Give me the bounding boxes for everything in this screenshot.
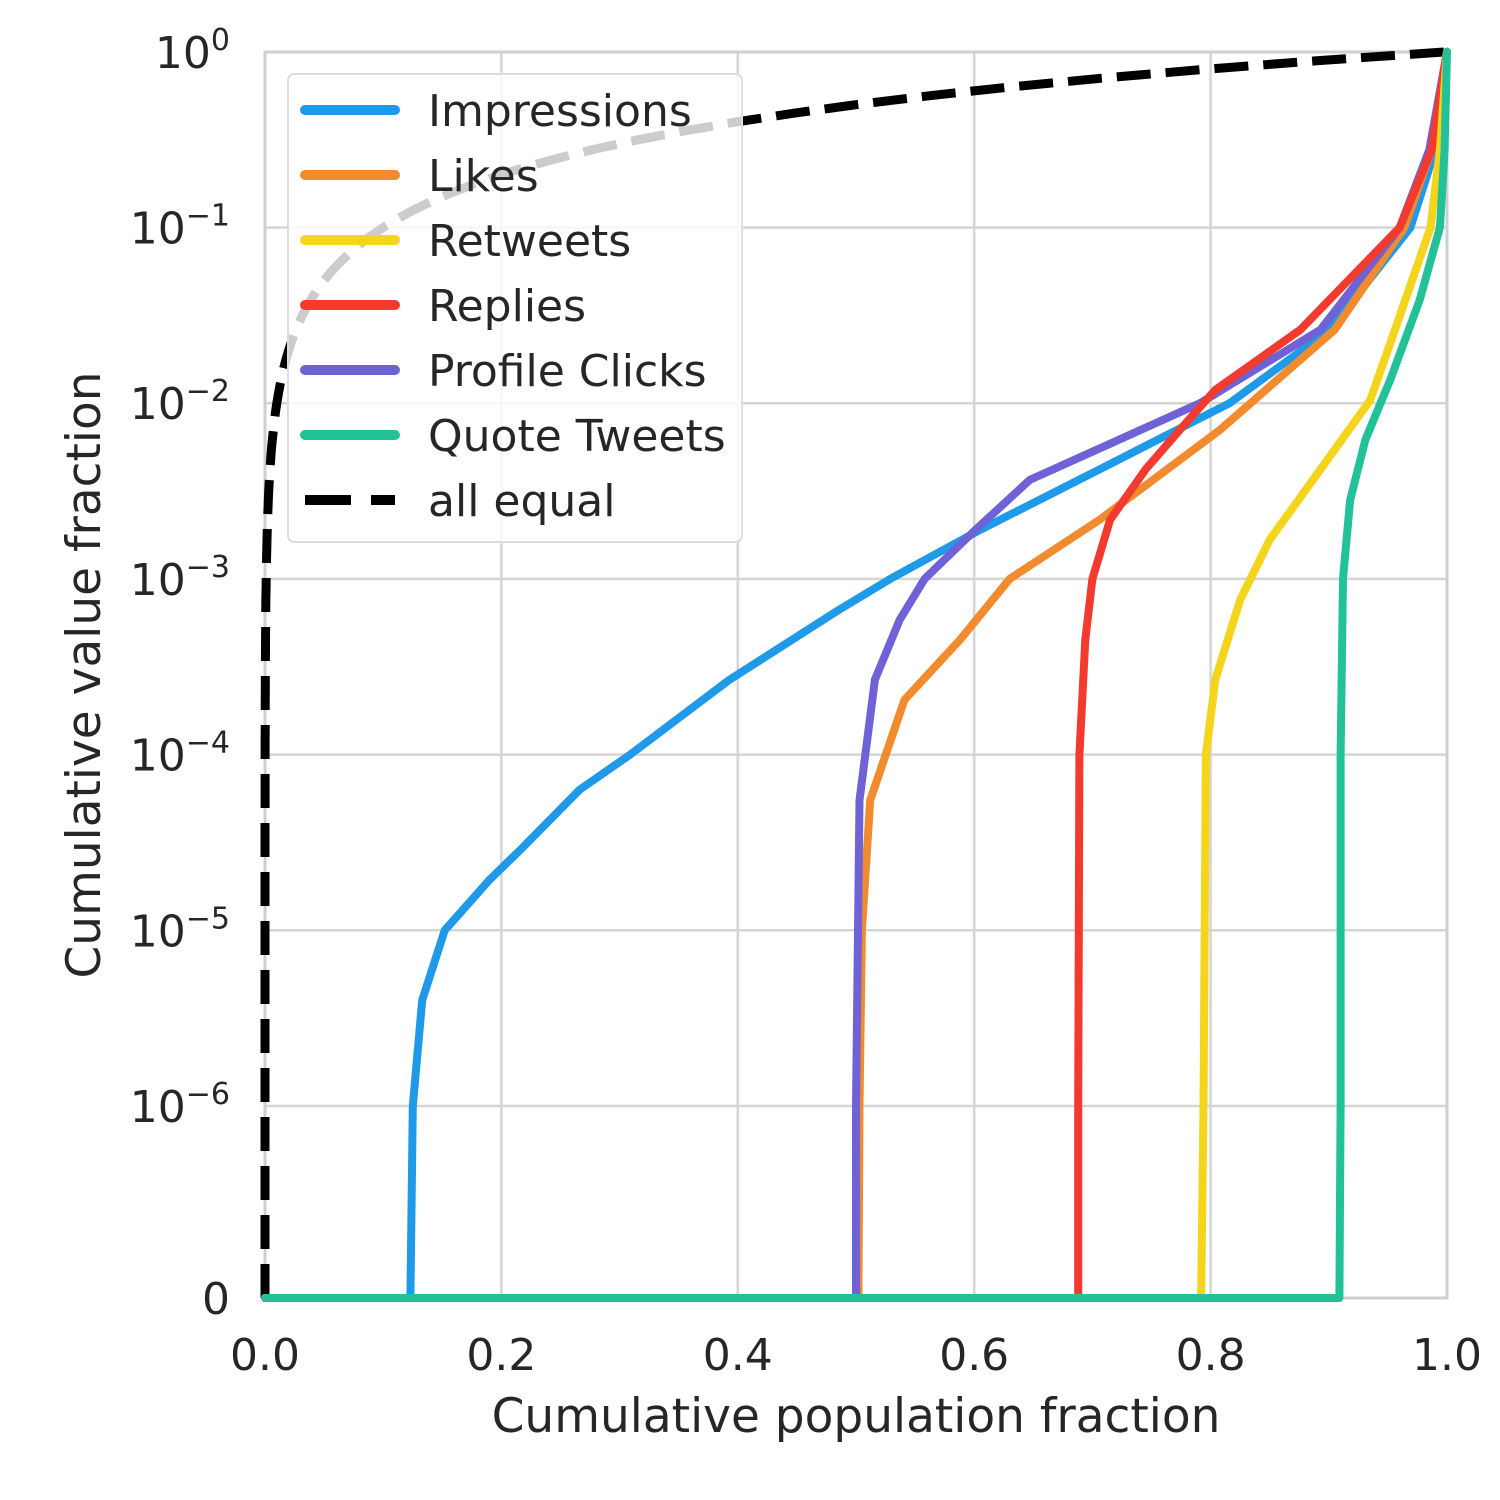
y-tick-label: 10−1	[130, 199, 230, 255]
y-axis-label: Cumulative value fraction	[57, 371, 112, 978]
y-tick-label: 0	[202, 1274, 230, 1325]
x-tick-label: 0.8	[1176, 1330, 1246, 1381]
y-tick-label: 100	[155, 23, 230, 79]
y-tick-exponent: −1	[186, 199, 230, 234]
y-tick-exponent: −6	[186, 1077, 230, 1112]
y-tick-exponent: −2	[186, 374, 230, 409]
legend-label-quote-tweets: Quote Tweets	[428, 411, 726, 462]
series-layer	[260, 47, 1451, 1302]
x-tick-label: 0.4	[703, 1330, 773, 1381]
y-tick-label: 10−4	[130, 726, 230, 782]
series-line-quote-tweets	[261, 47, 1451, 1302]
y-tick-base: 10	[130, 906, 186, 957]
legend-label-impressions: Impressions	[428, 86, 692, 137]
y-tick-exponent: 0	[211, 23, 230, 58]
x-tick-label: 0.0	[230, 1330, 300, 1381]
legend-label-all-equal: all equal	[428, 476, 615, 527]
y-tick-label: 10−5	[130, 901, 230, 957]
y-tick-base: 10	[130, 731, 186, 782]
y-tick-exponent: −4	[186, 726, 230, 761]
y-tick-base: 10	[130, 1082, 186, 1133]
x-tick-label: 1.0	[1412, 1330, 1482, 1381]
x-axis-label: Cumulative population fraction	[492, 1389, 1221, 1444]
legend-label-likes: Likes	[428, 151, 539, 202]
x-tick-label: 0.2	[466, 1330, 536, 1381]
y-tick-base: 10	[130, 204, 186, 255]
y-tick-label: 10−6	[130, 1077, 230, 1133]
y-tick-base: 10	[130, 379, 186, 430]
x-tick-labels: 0.0 0.2 0.4 0.6 0.8 1.0	[230, 1330, 1482, 1381]
y-tick-base: 10	[155, 28, 211, 79]
series-line-replies	[261, 47, 1451, 1302]
legend: Impressions Likes Retweets Replies Profile C…	[287, 73, 743, 543]
x-tick-label: 0.6	[939, 1330, 1009, 1381]
legend-label-profile-clicks: Profile Clicks	[428, 346, 707, 397]
legend-label-replies: Replies	[428, 281, 586, 332]
legend-box	[287, 73, 743, 543]
y-tick-base: 0	[202, 1274, 230, 1325]
y-tick-base: 10	[130, 555, 186, 606]
y-tick-label: 10−2	[130, 374, 230, 430]
y-tick-exponent: −3	[186, 550, 230, 585]
y-tick-exponent: −5	[186, 901, 230, 936]
series-line-retweets	[261, 47, 1451, 1302]
y-tick-label: 10−3	[130, 550, 230, 606]
legend-label-retweets: Retweets	[428, 216, 631, 267]
